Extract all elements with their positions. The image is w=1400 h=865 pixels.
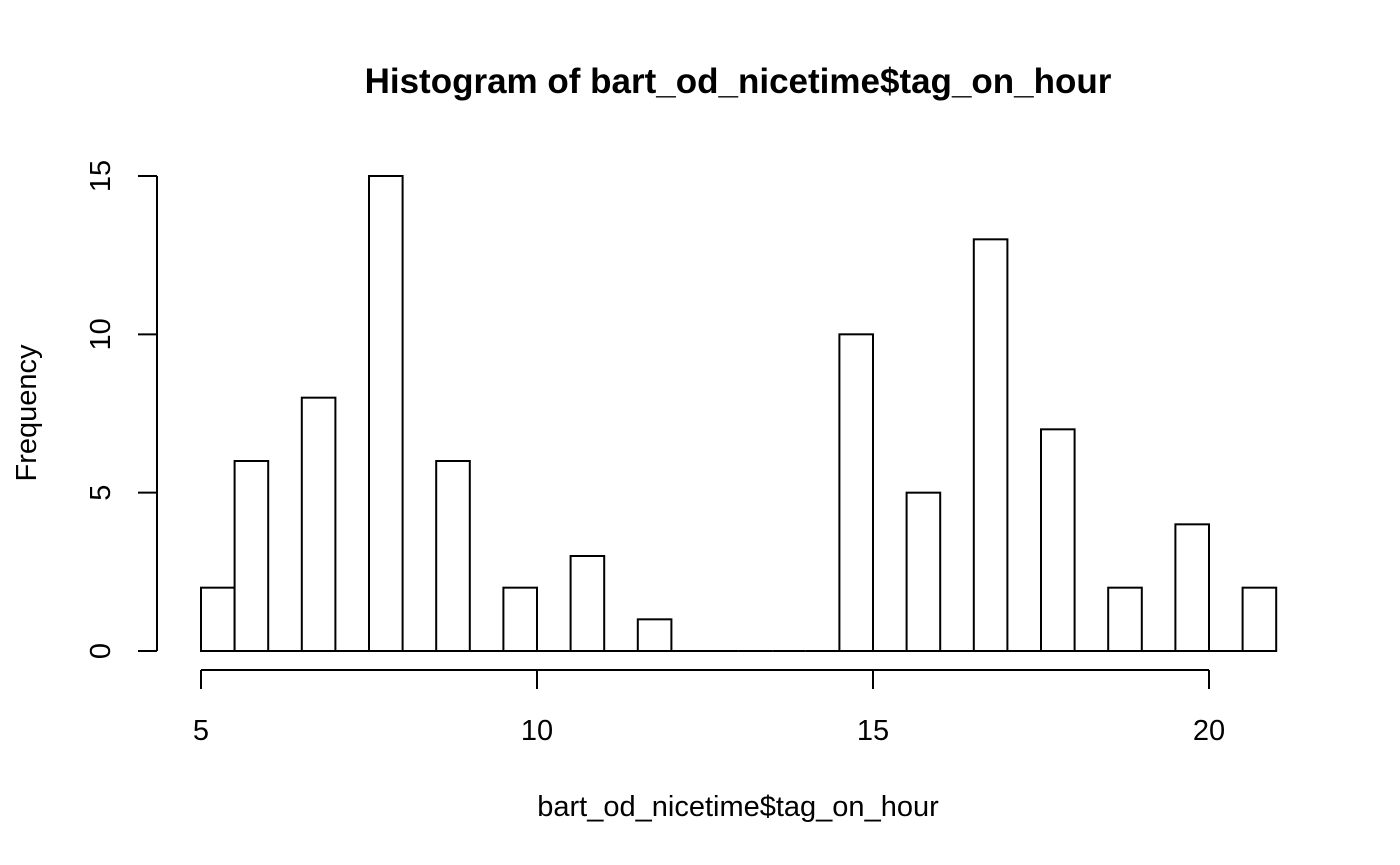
x-axis: 5 10 15 20	[193, 669, 1225, 747]
histogram-bar	[368, 175, 404, 652]
histogram-bar	[1107, 586, 1143, 653]
histogram-bar	[1174, 523, 1211, 652]
histogram-bar	[838, 333, 875, 652]
x-tick-label: 5	[193, 715, 209, 747]
histogram-bar	[300, 396, 337, 652]
y-axis: 0 5 10 15	[85, 160, 158, 659]
histogram-bar	[502, 586, 538, 653]
bars-group	[200, 175, 1278, 653]
histogram-bar	[636, 618, 673, 652]
y-tick-label: 10	[85, 318, 117, 350]
histogram-bar	[1241, 586, 1278, 653]
histogram-bar	[435, 460, 471, 652]
y-axis-label: Frequency	[11, 344, 43, 482]
x-axis-label: bart_od_nicetime$tag_on_hour	[537, 791, 939, 823]
histogram-bar	[1040, 428, 1076, 653]
histogram-bar	[569, 555, 606, 652]
x-tick-label: 10	[521, 715, 553, 747]
histogram-bar	[905, 491, 942, 652]
chart-title: Histogram of bart_od_nicetime$tag_on_hou…	[365, 62, 1112, 101]
histogram-bar	[233, 460, 270, 652]
x-tick-label: 20	[1193, 715, 1225, 747]
y-tick-label: 5	[85, 485, 117, 501]
y-tick-label: 15	[85, 160, 117, 192]
x-tick-label: 15	[857, 715, 889, 747]
histogram-bar	[972, 238, 1009, 652]
y-tick-label: 0	[85, 643, 117, 659]
histogram-bar	[200, 586, 236, 653]
